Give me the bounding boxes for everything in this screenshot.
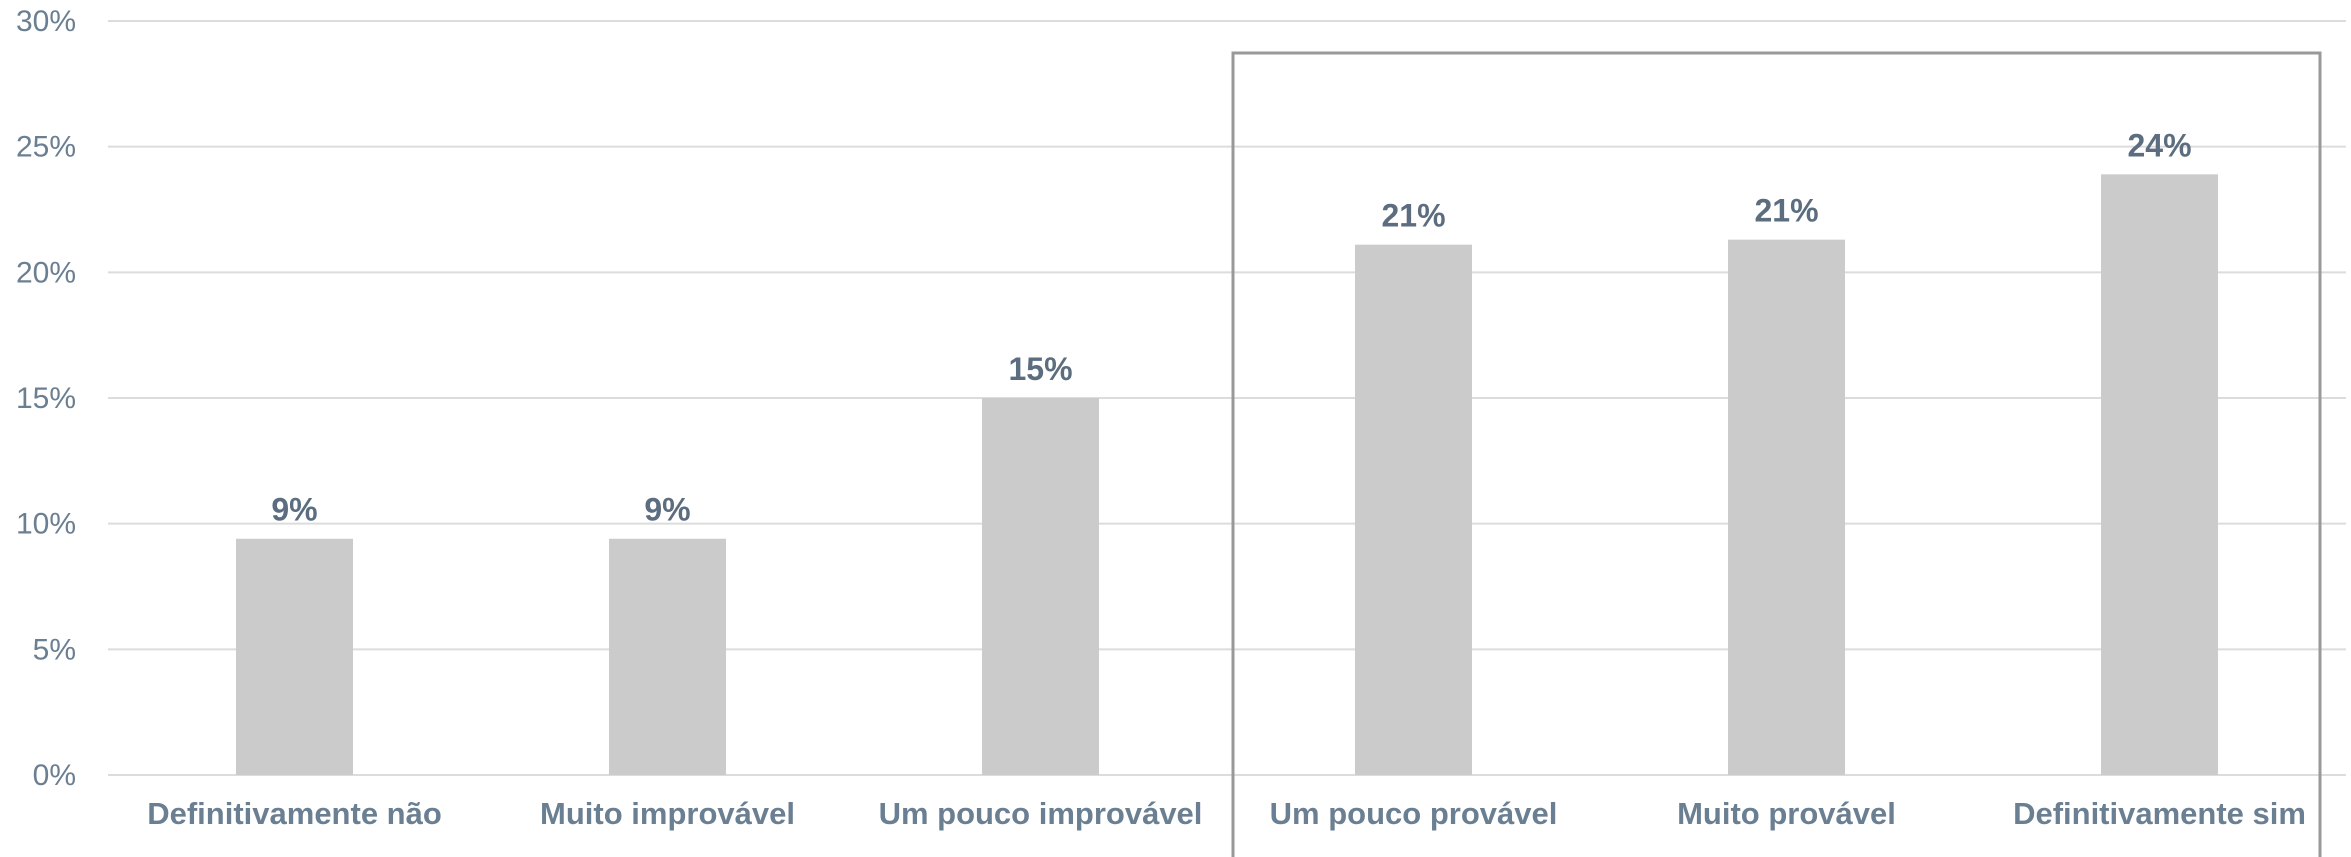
bar [982,398,1099,775]
data-label: 21% [1754,193,1818,229]
category-label: Definitivamente sim [2013,796,2306,831]
y-tick-label: 10% [16,508,76,541]
data-label: 15% [1008,351,1072,387]
y-tick-label: 15% [16,382,76,415]
bar [1355,244,1472,776]
data-label: 24% [2127,127,2191,163]
category-label: Muito provável [1677,796,1896,831]
data-label: 21% [1381,198,1445,234]
bar [2101,174,2218,775]
bar [1728,239,1845,775]
category-label: Um pouco provável [1270,796,1558,831]
y-tick-label: 20% [16,256,76,289]
y-tick-label: 30% [16,5,76,38]
bar [609,538,726,775]
category-label: Um pouco improvável [879,796,1203,831]
bars [236,174,2218,776]
data-label: 9% [644,492,690,528]
category-label: Muito improvável [540,796,795,831]
category-labels: Definitivamente não Muito improvável Um po… [147,796,2306,831]
bar [236,538,353,775]
data-label: 9% [271,492,317,528]
y-axis-ticks: 0% 5% 10% 15% 20% 25% 30% [16,5,76,792]
highlight-box [1231,51,2322,857]
y-tick-label: 0% [33,759,76,792]
category-label: Definitivamente não [147,796,442,831]
gridlines [108,20,2346,776]
y-tick-label: 25% [16,131,76,164]
y-tick-label: 5% [33,633,76,666]
data-labels: 9% 9% 15% 21% 21% 24% [271,127,2191,527]
